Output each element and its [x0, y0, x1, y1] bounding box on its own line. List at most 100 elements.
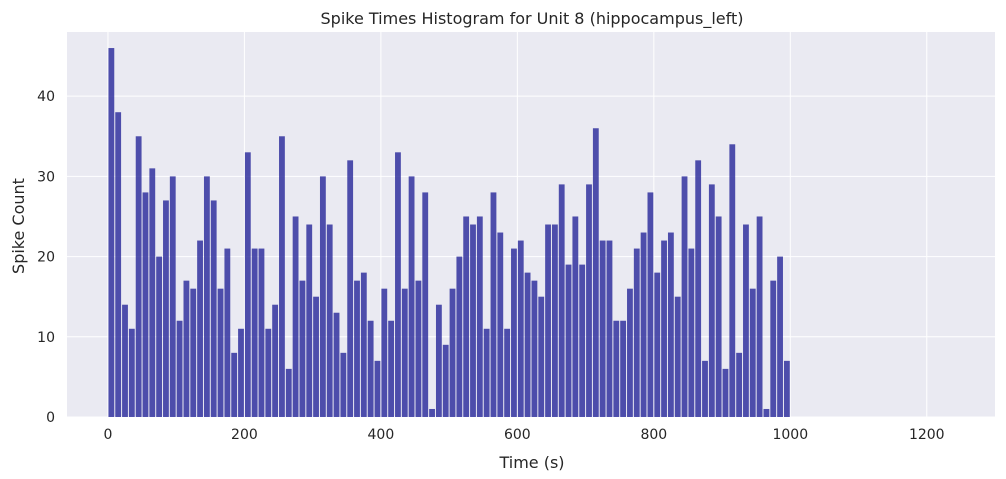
- histogram-bar: [306, 224, 313, 417]
- y-tick-label: 40: [37, 89, 55, 105]
- histogram-bar: [231, 352, 238, 417]
- histogram-bar: [736, 352, 743, 417]
- histogram-bar: [169, 176, 176, 417]
- histogram-bar: [210, 200, 217, 417]
- histogram-bar: [558, 184, 565, 417]
- histogram-bar: [374, 360, 381, 417]
- histogram-bar: [217, 288, 224, 417]
- histogram-bar: [579, 264, 586, 417]
- histogram-bar: [743, 224, 749, 417]
- histogram-bar: [702, 360, 708, 417]
- histogram-bars: [108, 48, 790, 418]
- y-axis-label: Spike Count: [9, 178, 28, 274]
- histogram-bar: [435, 304, 442, 417]
- histogram-bar: [279, 136, 285, 418]
- histogram-bar: [606, 240, 613, 417]
- x-axis-label: Time (s): [498, 453, 564, 472]
- x-tick-label: 400: [368, 427, 395, 443]
- histogram-bar: [429, 408, 435, 417]
- histogram-bar: [244, 152, 251, 417]
- histogram-bar: [627, 288, 633, 417]
- histogram-bar: [313, 296, 319, 417]
- histogram-bar: [128, 328, 135, 417]
- histogram-bar: [238, 328, 244, 417]
- histogram-bar: [620, 320, 627, 417]
- histogram-bar: [592, 128, 599, 417]
- histogram-bar: [456, 256, 463, 417]
- histogram-bar: [388, 320, 395, 417]
- histogram-bar: [149, 168, 156, 417]
- histogram-bar: [292, 216, 299, 417]
- histogram-bar: [511, 248, 517, 417]
- histogram-bar: [476, 216, 483, 417]
- histogram-bar: [449, 288, 456, 417]
- histogram-bar: [470, 224, 476, 417]
- histogram-bar: [340, 352, 347, 417]
- histogram-bar: [142, 192, 149, 417]
- histogram-bar: [674, 296, 681, 417]
- histogram-bar: [531, 280, 538, 417]
- y-tick-label: 10: [37, 330, 55, 346]
- histogram-bar: [408, 176, 415, 417]
- histogram-bar: [756, 216, 763, 417]
- histogram-bar: [190, 288, 197, 417]
- histogram-bar: [551, 224, 558, 417]
- histogram-bar: [777, 256, 783, 417]
- histogram-bar: [661, 240, 667, 417]
- histogram-bar: [524, 272, 531, 417]
- histogram-bar: [258, 248, 265, 417]
- histogram-bar: [654, 272, 661, 417]
- histogram-bar: [504, 328, 511, 417]
- chart-title: Spike Times Histogram for Unit 8 (hippoc…: [321, 9, 744, 29]
- histogram-bar: [395, 152, 401, 417]
- histogram-bar: [381, 288, 388, 417]
- histogram-bar: [265, 328, 272, 417]
- histogram-bar: [176, 320, 183, 417]
- y-tick-label: 30: [37, 169, 55, 185]
- histogram-bar: [770, 280, 777, 417]
- histogram-bar: [640, 232, 647, 417]
- histogram-bar: [749, 288, 756, 417]
- histogram-bar: [326, 224, 333, 417]
- histogram-bar: [360, 272, 367, 417]
- histogram-bar: [545, 224, 551, 417]
- y-tick-label: 20: [37, 250, 55, 266]
- histogram-bar: [422, 192, 429, 417]
- histogram-bar: [538, 296, 545, 417]
- x-tick-label: 1000: [772, 427, 808, 443]
- x-tick-label: 800: [640, 427, 667, 443]
- histogram-bar: [401, 288, 408, 417]
- histogram-bar: [135, 136, 142, 418]
- histogram-bar: [695, 160, 702, 418]
- histogram-bar: [122, 304, 128, 417]
- histogram-bar: [115, 112, 122, 417]
- histogram-bar: [722, 368, 729, 417]
- histogram-bar: [272, 304, 279, 417]
- histogram-bar: [681, 176, 688, 417]
- y-tick-label: 0: [46, 410, 55, 426]
- histogram-bar: [224, 248, 231, 417]
- histogram-bar: [163, 200, 169, 417]
- histogram-bar: [763, 408, 770, 417]
- histogram-bar: [483, 328, 490, 417]
- histogram-bar: [367, 320, 374, 417]
- histogram-bar: [183, 280, 190, 417]
- histogram-bar: [354, 280, 360, 417]
- histogram-bar: [667, 232, 674, 417]
- histogram-bar: [715, 216, 722, 417]
- x-tick-label: 200: [231, 427, 258, 443]
- histogram-bar: [633, 248, 640, 417]
- histogram-bar: [586, 184, 592, 417]
- histogram-bar: [463, 216, 470, 417]
- histogram-bar: [285, 368, 292, 417]
- histogram-bar: [708, 184, 715, 417]
- histogram-bar: [647, 192, 654, 417]
- histogram-bar: [517, 240, 524, 417]
- x-tick-label: 1200: [909, 427, 945, 443]
- histogram-bar: [197, 240, 203, 417]
- histogram-bar: [613, 320, 620, 417]
- histogram-bar: [783, 360, 790, 417]
- histogram-bar: [203, 176, 210, 417]
- histogram-bar: [565, 264, 572, 417]
